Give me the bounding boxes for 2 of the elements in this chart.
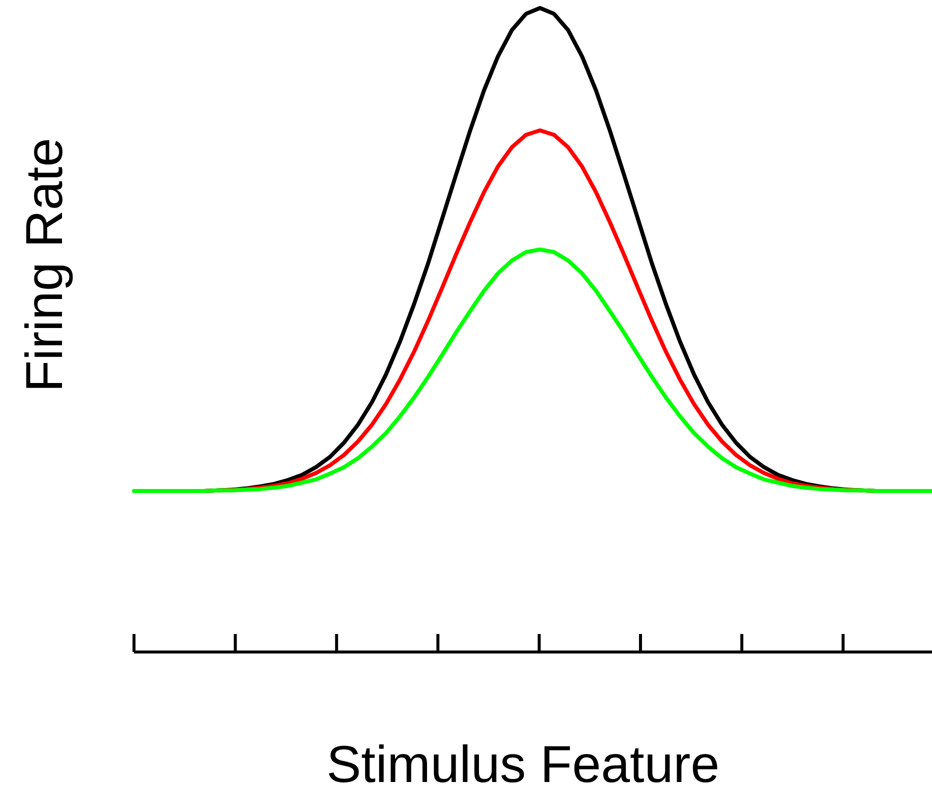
x-axis-title: Stimulus Feature — [326, 736, 720, 788]
y-axis-title: Firing Rate — [16, 138, 74, 392]
